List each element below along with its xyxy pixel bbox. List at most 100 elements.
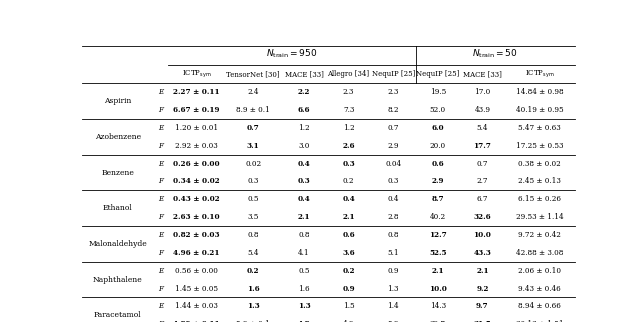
Text: 14.84 ± 0.98: 14.84 ± 0.98 [516, 88, 564, 96]
Text: 6.6: 6.6 [298, 106, 310, 114]
Text: 9.2: 9.2 [476, 285, 489, 293]
Text: 2.3: 2.3 [388, 88, 399, 96]
Text: 1.3: 1.3 [247, 302, 260, 310]
Text: 42.88 ± 3.08: 42.88 ± 3.08 [516, 249, 564, 257]
Text: E: E [158, 195, 163, 203]
Text: 1.20 ± 0.01: 1.20 ± 0.01 [175, 124, 218, 132]
Text: 39.7: 39.7 [430, 320, 446, 322]
Text: 2.45 ± 0.13: 2.45 ± 0.13 [518, 177, 561, 185]
Text: 10.0: 10.0 [429, 285, 447, 293]
Text: 0.38 ± 0.02: 0.38 ± 0.02 [518, 160, 561, 168]
Text: 2.1: 2.1 [298, 213, 310, 221]
Text: 20.0: 20.0 [429, 142, 446, 150]
Text: 17.0: 17.0 [474, 88, 490, 96]
Text: 2.4: 2.4 [248, 88, 259, 96]
Text: 9.72 ± 0.42: 9.72 ± 0.42 [518, 231, 561, 239]
Text: 6.15 ± 0.26: 6.15 ± 0.26 [518, 195, 561, 203]
Text: F: F [158, 213, 163, 221]
Text: 3.6: 3.6 [342, 249, 355, 257]
Text: E: E [158, 124, 163, 132]
Text: 3.5: 3.5 [248, 213, 259, 221]
Text: ICTP$_{\mathrm{sym}}$: ICTP$_{\mathrm{sym}}$ [525, 68, 555, 80]
Text: 0.2: 0.2 [247, 267, 260, 275]
Text: 31.5: 31.5 [474, 320, 492, 322]
Text: 6.7: 6.7 [477, 195, 488, 203]
Text: E: E [158, 231, 163, 239]
Text: $N_{\mathrm{train}} = 950$: $N_{\mathrm{train}} = 950$ [266, 47, 317, 60]
Text: Allegro [34]: Allegro [34] [328, 70, 370, 78]
Text: 0.34 ± 0.02: 0.34 ± 0.02 [173, 177, 220, 185]
Text: Ethanol: Ethanol [103, 204, 132, 212]
Text: 1.3: 1.3 [298, 302, 310, 310]
Text: 8.94 ± 0.66: 8.94 ± 0.66 [518, 302, 561, 310]
Text: 0.2: 0.2 [342, 267, 355, 275]
Text: F: F [158, 142, 163, 150]
Text: TensorNet [30]: TensorNet [30] [227, 70, 280, 78]
Text: 6.67 ± 0.19: 6.67 ± 0.19 [173, 106, 220, 114]
Text: 8.9 ± 0.1: 8.9 ± 0.1 [236, 106, 270, 114]
Text: 0.04: 0.04 [385, 160, 401, 168]
Text: 52.0: 52.0 [429, 106, 446, 114]
Text: 1.4: 1.4 [387, 302, 399, 310]
Text: 4.96 ± 0.21: 4.96 ± 0.21 [173, 249, 220, 257]
Text: Azobenzene: Azobenzene [95, 133, 141, 141]
Text: 0.5: 0.5 [298, 267, 310, 275]
Text: 14.3: 14.3 [429, 302, 446, 310]
Text: 0.56 ± 0.00: 0.56 ± 0.00 [175, 267, 218, 275]
Text: 2.2: 2.2 [298, 88, 310, 96]
Text: E: E [158, 88, 163, 96]
Text: 7.3: 7.3 [343, 106, 355, 114]
Text: 5.4: 5.4 [248, 249, 259, 257]
Text: 5.9 ± 0.1: 5.9 ± 0.1 [236, 320, 270, 322]
Text: 0.8: 0.8 [387, 231, 399, 239]
Text: 2.27 ± 0.11: 2.27 ± 0.11 [173, 88, 220, 96]
Text: F: F [158, 106, 163, 114]
Text: 17.25 ± 0.53: 17.25 ± 0.53 [516, 142, 564, 150]
Text: 1.2: 1.2 [298, 124, 310, 132]
Text: 1.45 ± 0.05: 1.45 ± 0.05 [175, 285, 218, 293]
Text: 0.9: 0.9 [342, 285, 355, 293]
Text: 2.9: 2.9 [387, 142, 399, 150]
Text: 0.7: 0.7 [387, 124, 399, 132]
Text: 19.5: 19.5 [429, 88, 446, 96]
Text: Paracetamol: Paracetamol [94, 311, 141, 319]
Text: Malonaldehyde: Malonaldehyde [88, 240, 147, 248]
Text: 52.5: 52.5 [429, 249, 447, 257]
Text: 17.7: 17.7 [474, 142, 492, 150]
Text: 2.6: 2.6 [342, 142, 355, 150]
Text: 1.6: 1.6 [298, 285, 310, 293]
Text: 3.0: 3.0 [298, 142, 310, 150]
Text: 40.2: 40.2 [429, 213, 446, 221]
Text: 0.3: 0.3 [342, 160, 355, 168]
Text: 9.7: 9.7 [476, 302, 489, 310]
Text: 0.4: 0.4 [342, 195, 355, 203]
Text: 0.4: 0.4 [298, 195, 310, 203]
Text: 32.6: 32.6 [474, 213, 492, 221]
Text: 0.8: 0.8 [298, 231, 310, 239]
Text: F: F [158, 320, 163, 322]
Text: 0.3: 0.3 [388, 177, 399, 185]
Text: 1.5: 1.5 [343, 302, 355, 310]
Text: 2.63 ± 0.10: 2.63 ± 0.10 [173, 213, 220, 221]
Text: 30.13 ± 1.51: 30.13 ± 1.51 [516, 320, 564, 322]
Text: F: F [158, 249, 163, 257]
Text: E: E [158, 267, 163, 275]
Text: 40.19 ± 0.95: 40.19 ± 0.95 [516, 106, 564, 114]
Text: Naphthalene: Naphthalene [93, 276, 143, 284]
Text: 1.44 ± 0.03: 1.44 ± 0.03 [175, 302, 218, 310]
Text: 4.9: 4.9 [343, 320, 355, 322]
Text: 0.5: 0.5 [248, 195, 259, 203]
Text: F: F [158, 285, 163, 293]
Text: 6.0: 6.0 [431, 124, 444, 132]
Text: ICTP$_{\mathrm{sym}}$: ICTP$_{\mathrm{sym}}$ [182, 68, 211, 80]
Text: 0.02: 0.02 [245, 160, 261, 168]
Text: 0.43 ± 0.02: 0.43 ± 0.02 [173, 195, 220, 203]
Text: 2.8: 2.8 [387, 213, 399, 221]
Text: 8.2: 8.2 [387, 106, 399, 114]
Text: 4.89 ± 0.11: 4.89 ± 0.11 [173, 320, 220, 322]
Text: 9.43 ± 0.46: 9.43 ± 0.46 [518, 285, 561, 293]
Text: 0.9: 0.9 [387, 267, 399, 275]
Text: 0.7: 0.7 [247, 124, 260, 132]
Text: 0.2: 0.2 [343, 177, 355, 185]
Text: 5.9: 5.9 [387, 320, 399, 322]
